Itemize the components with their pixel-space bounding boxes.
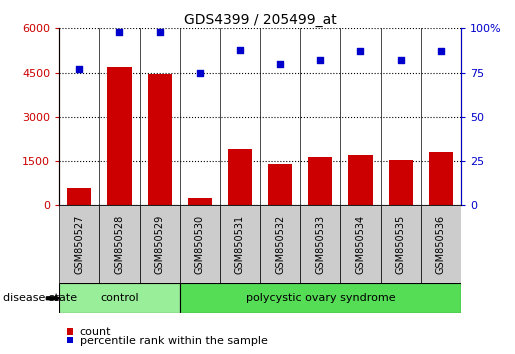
Bar: [268, 164, 292, 205]
Text: percentile rank within the sample: percentile rank within the sample: [80, 336, 268, 346]
Bar: [308, 156, 332, 205]
Text: GSM850533: GSM850533: [315, 215, 325, 274]
Text: GSM850532: GSM850532: [275, 215, 285, 274]
Text: disease state: disease state: [3, 293, 77, 303]
Bar: [421, 205, 461, 283]
Point: [397, 57, 405, 63]
Text: GSM850529: GSM850529: [154, 215, 165, 274]
Bar: [429, 152, 453, 205]
Text: GSM850530: GSM850530: [195, 215, 205, 274]
Bar: [108, 67, 131, 205]
Bar: [220, 205, 260, 283]
Bar: [260, 205, 300, 283]
Bar: [99, 205, 140, 283]
Bar: [188, 198, 212, 205]
Point: [156, 29, 164, 35]
Point: [115, 29, 124, 35]
Bar: [340, 205, 381, 283]
Title: GDS4399 / 205499_at: GDS4399 / 205499_at: [184, 13, 336, 27]
Text: GSM850535: GSM850535: [396, 215, 406, 274]
Bar: [228, 149, 252, 205]
Bar: [389, 160, 413, 205]
Text: GSM850528: GSM850528: [114, 215, 125, 274]
Point: [276, 61, 284, 67]
Bar: [148, 74, 171, 205]
Point: [316, 57, 324, 63]
Text: GSM850527: GSM850527: [74, 215, 84, 274]
Bar: [300, 205, 340, 283]
Text: count: count: [80, 327, 111, 337]
Bar: [180, 283, 461, 313]
Bar: [140, 205, 180, 283]
Point: [196, 70, 204, 75]
Bar: [381, 205, 421, 283]
Text: GSM850534: GSM850534: [355, 215, 366, 274]
Text: GSM850531: GSM850531: [235, 215, 245, 274]
Bar: [59, 205, 99, 283]
Point: [236, 47, 244, 52]
Text: polycystic ovary syndrome: polycystic ovary syndrome: [246, 293, 395, 303]
Point: [356, 48, 365, 54]
Bar: [59, 283, 180, 313]
Bar: [349, 155, 372, 205]
Text: control: control: [100, 293, 139, 303]
Point: [437, 48, 445, 54]
Text: GSM850536: GSM850536: [436, 215, 446, 274]
Bar: [180, 205, 220, 283]
Bar: [67, 188, 91, 205]
Point: [75, 66, 83, 72]
